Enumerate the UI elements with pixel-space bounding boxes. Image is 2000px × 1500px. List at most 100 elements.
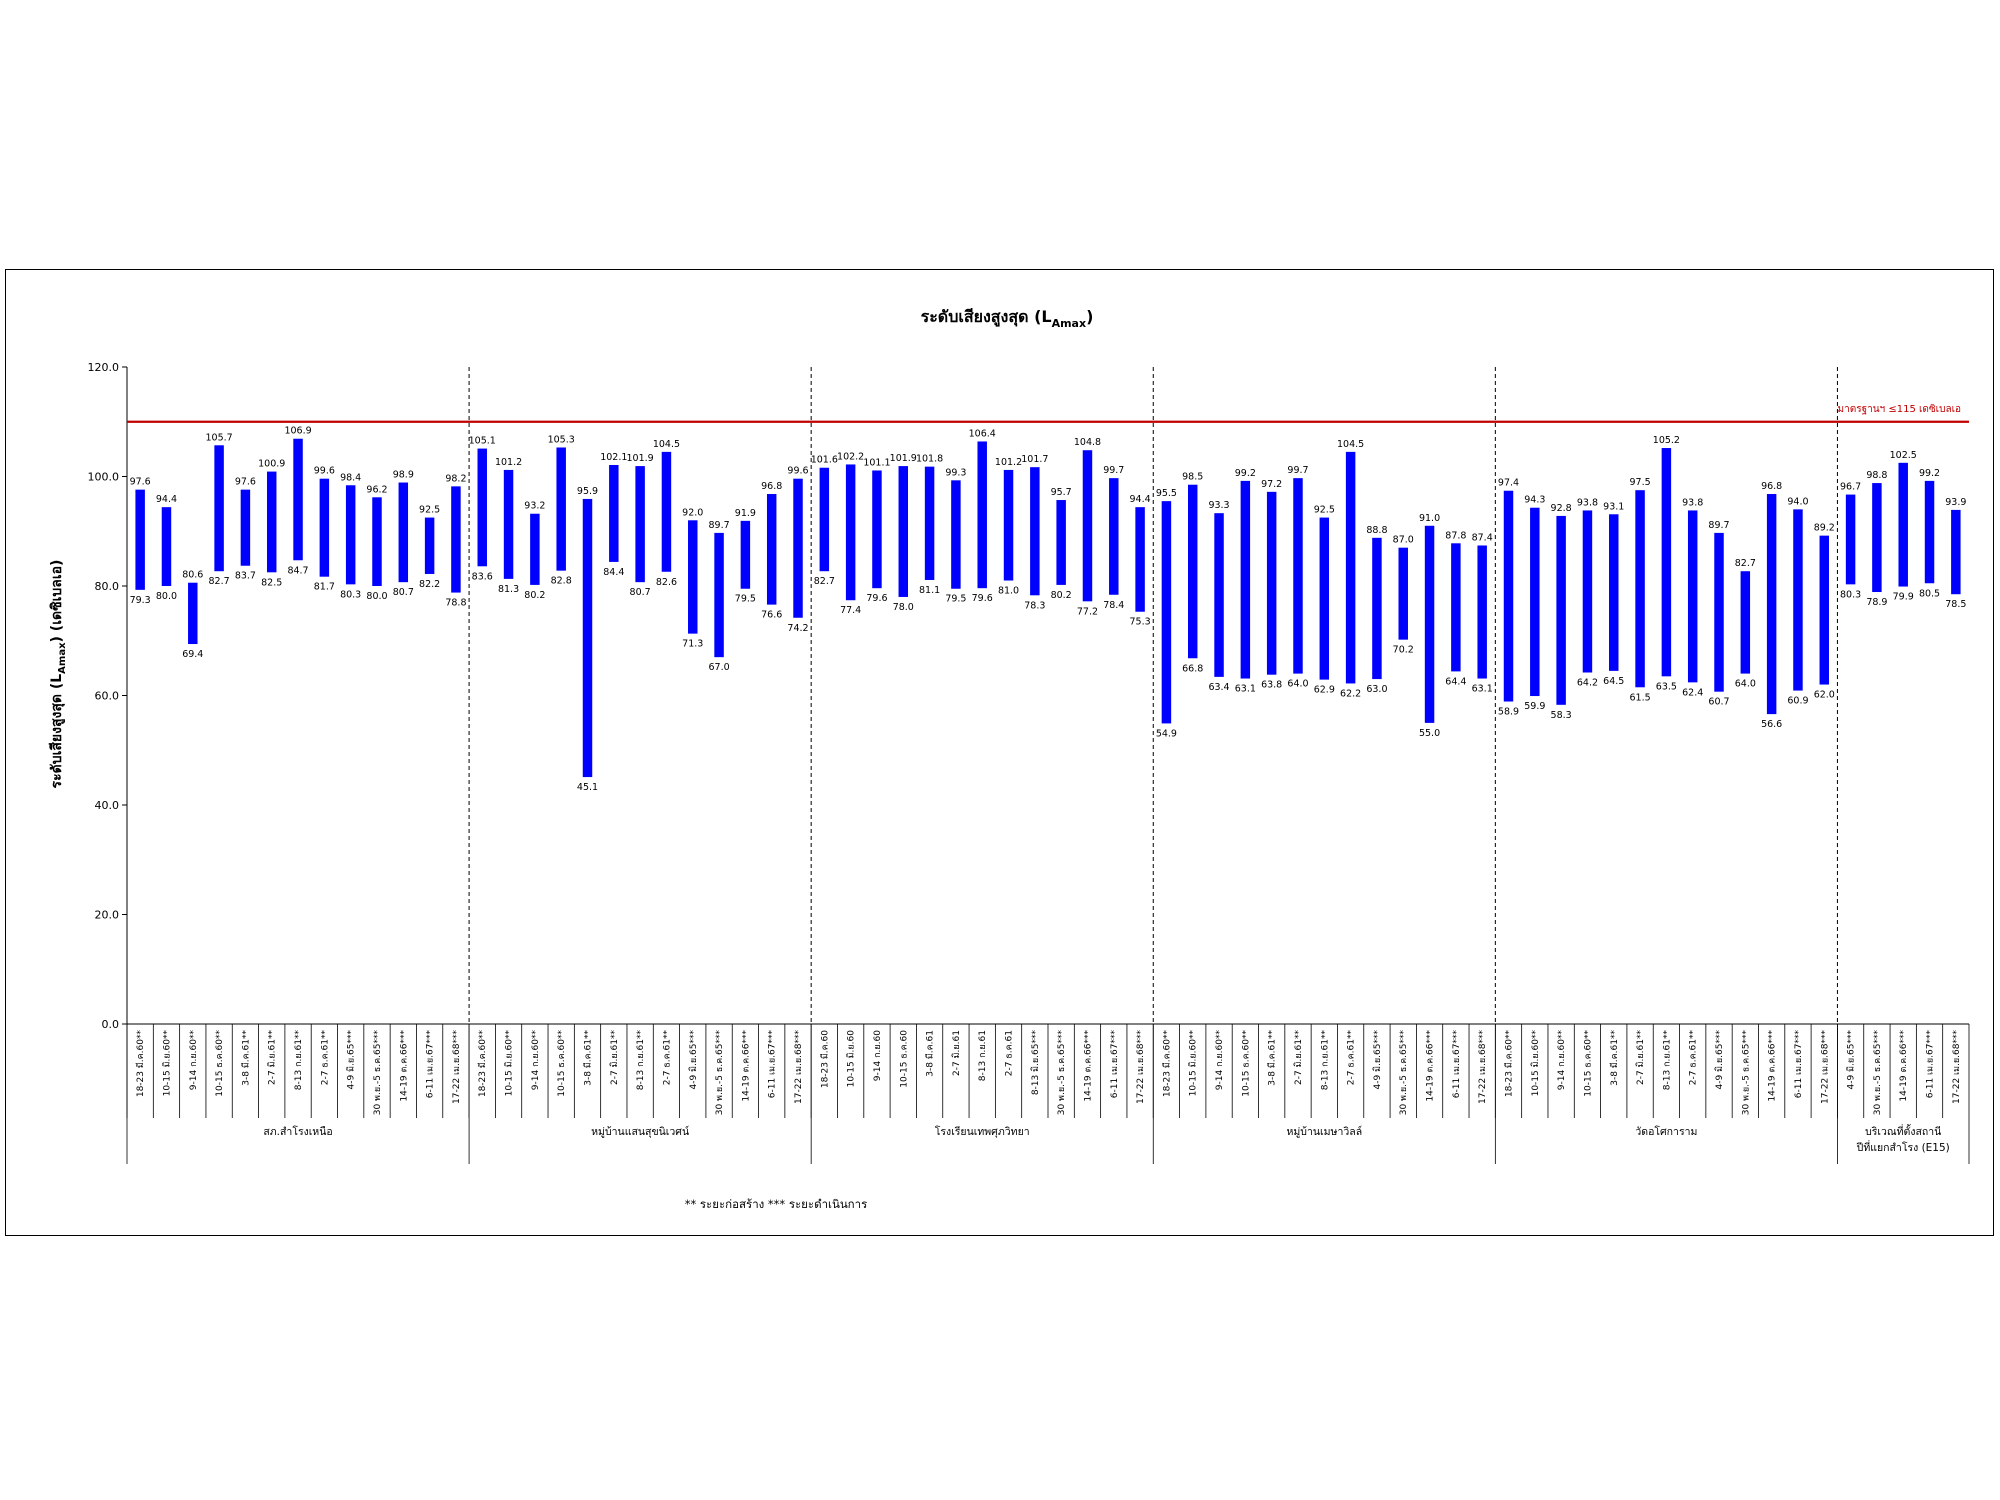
range-bar bbox=[661, 451, 672, 572]
category-label: 4-9 มิ.ย.65*** bbox=[346, 1030, 357, 1090]
max-value-label: 94.3 bbox=[1524, 495, 1545, 506]
min-value-label: 66.8 bbox=[1182, 663, 1203, 674]
y-tick-label: 60.0 bbox=[95, 690, 120, 703]
range-bar bbox=[1766, 494, 1777, 715]
max-value-label: 98.4 bbox=[340, 472, 361, 483]
min-value-label: 81.1 bbox=[919, 585, 940, 596]
range-bar bbox=[1924, 480, 1935, 584]
min-value-label: 82.7 bbox=[814, 576, 835, 587]
max-value-label: 97.5 bbox=[1629, 477, 1650, 488]
min-value-label: 79.3 bbox=[130, 595, 151, 606]
chart-title: ระดับเสียงสูงสุด (LAmax) bbox=[921, 307, 1094, 330]
range-bar bbox=[319, 478, 330, 577]
range-bar bbox=[1793, 509, 1803, 691]
group-label: หมู่บ้านแสนสุขนิเวศน์ bbox=[591, 1125, 689, 1138]
category-label: 30 พ.ย.-5 ธ.ค.65*** bbox=[715, 1030, 725, 1116]
min-value-label: 62.2 bbox=[1340, 688, 1361, 699]
min-value-label: 82.7 bbox=[209, 576, 230, 587]
category-label: 18-23 มี.ค.60** bbox=[135, 1030, 146, 1098]
category-label: 6-11 เม.ย.67*** bbox=[426, 1030, 436, 1099]
max-value-label: 94.0 bbox=[1787, 496, 1808, 507]
range-bar bbox=[1214, 513, 1224, 677]
max-value-label: 89.2 bbox=[1814, 523, 1835, 534]
category-label: 10-15 มิ.ย.60** bbox=[161, 1030, 172, 1097]
category-label: 17-22 เม.ย.68*** bbox=[452, 1030, 462, 1104]
max-value-label: 96.7 bbox=[1840, 482, 1861, 493]
category-label: 6-11 เม.ย.67*** bbox=[1926, 1030, 1936, 1099]
min-value-label: 77.2 bbox=[1077, 606, 1098, 617]
max-value-label: 105.7 bbox=[205, 432, 232, 443]
max-value-label: 94.4 bbox=[1130, 494, 1151, 505]
range-bar bbox=[503, 469, 514, 579]
category-label: 17-22 เม.ย.68*** bbox=[1820, 1030, 1830, 1104]
category-label: 30 พ.ย.-5 ธ.ค.65*** bbox=[373, 1030, 383, 1116]
category-label: 2-7 ธ.ค.61** bbox=[1689, 1030, 1699, 1086]
min-value-label: 67.0 bbox=[708, 662, 729, 673]
category-label: 10-15 ธ.ค.60** bbox=[215, 1030, 225, 1097]
range-bar-chart: ระดับเสียงสูงสุด (LAmax) ระดับเสียงสูงสุ… bbox=[49, 307, 1970, 1211]
category-label: 4-9 มิ.ย.65*** bbox=[1846, 1030, 1857, 1090]
category-label: 30 พ.ย.-5 ธ.ค.65*** bbox=[1873, 1030, 1883, 1116]
min-value-label: 63.0 bbox=[1366, 684, 1387, 695]
category-label: 4-9 มิ.ย.65*** bbox=[1372, 1030, 1383, 1090]
footnote: ** ระยะก่อสร้าง *** ระยะดำเนินการ bbox=[685, 1197, 868, 1211]
max-value-label: 93.1 bbox=[1603, 501, 1624, 512]
max-value-label: 104.5 bbox=[653, 439, 680, 450]
max-value-label: 105.1 bbox=[469, 436, 496, 447]
category-label: 17-22 เม.ย.68*** bbox=[794, 1030, 804, 1104]
min-value-label: 78.9 bbox=[1866, 597, 1887, 608]
min-value-label: 59.9 bbox=[1524, 701, 1545, 712]
min-value-label: 82.2 bbox=[419, 579, 440, 590]
category-label: 17-22 เม.ย.68*** bbox=[1478, 1030, 1488, 1104]
range-bar bbox=[1082, 450, 1093, 602]
chart-frame: ระดับเสียงสูงสุด (LAmax) ระดับเสียงสูงสุ… bbox=[5, 269, 1994, 1236]
max-value-label: 94.4 bbox=[156, 494, 177, 505]
min-value-label: 78.0 bbox=[893, 602, 914, 613]
category-label: 8-13 ก.ย.61** bbox=[1320, 1030, 1330, 1091]
max-value-label: 87.0 bbox=[1393, 535, 1414, 546]
min-value-label: 63.5 bbox=[1656, 681, 1677, 692]
category-label: 8-13 ก.ย.61 bbox=[978, 1030, 988, 1081]
category-label: 9-14 ก.ย.60** bbox=[189, 1030, 199, 1091]
category-label: 2-7 ธ.ค.61** bbox=[662, 1030, 672, 1086]
max-value-label: 98.2 bbox=[445, 473, 466, 484]
min-value-label: 55.0 bbox=[1419, 728, 1440, 739]
max-value-label: 97.2 bbox=[1261, 479, 1282, 490]
range-bar bbox=[1109, 478, 1119, 595]
range-bar bbox=[609, 465, 619, 562]
category-label: 17-22 เม.ย.68*** bbox=[1136, 1030, 1146, 1104]
range-bar bbox=[819, 467, 830, 572]
min-value-label: 56.6 bbox=[1761, 719, 1782, 730]
range-bar bbox=[1687, 510, 1698, 683]
range-bar bbox=[398, 482, 409, 583]
range-bar bbox=[1503, 490, 1514, 702]
range-bar bbox=[424, 517, 435, 574]
category-label: 2-7 มิ.ย.61 bbox=[951, 1030, 962, 1076]
range-bar bbox=[1003, 469, 1014, 581]
range-bar bbox=[1398, 547, 1408, 640]
y-tick-label: 20.0 bbox=[95, 909, 120, 922]
group-label: สภ.สำโรงเหนือ bbox=[263, 1125, 332, 1138]
y-tick-label: 100.0 bbox=[88, 471, 120, 484]
range-bar bbox=[1819, 535, 1830, 685]
min-value-label: 80.5 bbox=[1919, 588, 1940, 599]
standard-limit-label: มาตรฐานฯ ≤115 เดซิเบลเอ bbox=[1838, 404, 1962, 415]
min-value-label: 79.9 bbox=[1893, 592, 1914, 603]
category-label: 14-19 ต.ค.66*** bbox=[399, 1030, 409, 1102]
min-value-label: 77.4 bbox=[840, 605, 861, 616]
min-value-label: 76.6 bbox=[761, 610, 782, 621]
range-bar bbox=[1372, 537, 1382, 680]
y-tick-label: 0.0 bbox=[102, 1018, 120, 1031]
min-value-label: 80.3 bbox=[340, 589, 361, 600]
category-label: 4-9 มิ.ย.65*** bbox=[688, 1030, 699, 1090]
category-label: 6-11 เม.ย.67*** bbox=[1452, 1030, 1462, 1099]
category-label: 10-15 ธ.ค.60** bbox=[1241, 1030, 1251, 1097]
max-value-label: 101.6 bbox=[811, 455, 838, 466]
y-tick-label: 80.0 bbox=[95, 580, 120, 593]
category-label: 10-15 ธ.ค.60** bbox=[1583, 1030, 1593, 1097]
range-bar bbox=[1030, 467, 1040, 596]
group-label-line2: ปีที่แยกสำโรง (E15) bbox=[1856, 1140, 1949, 1154]
category-label: 30 พ.ย.-5 ธ.ค.65*** bbox=[1399, 1030, 1409, 1116]
y-tick-label: 120.0 bbox=[88, 361, 120, 374]
max-value-label: 92.5 bbox=[1314, 505, 1335, 516]
